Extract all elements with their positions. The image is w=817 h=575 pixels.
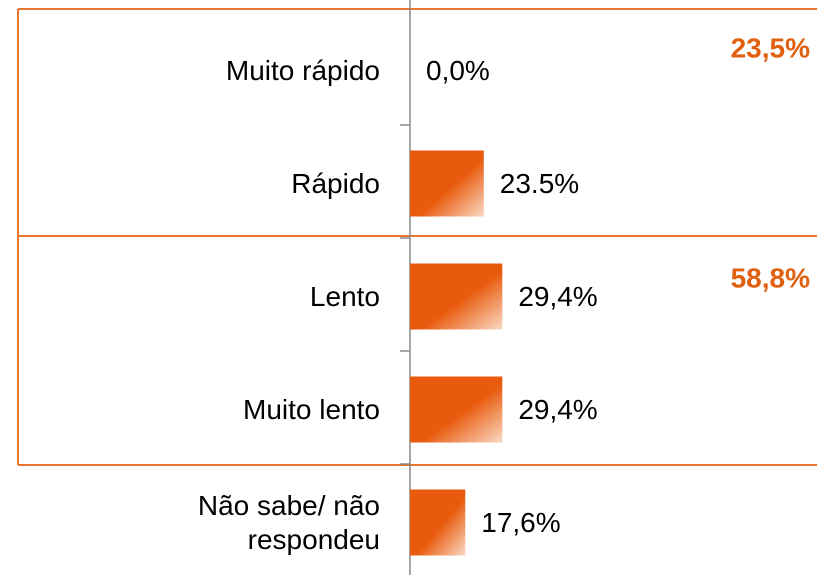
category-label: Muito rápido (225, 54, 380, 86)
group-total: 58,8% (731, 262, 810, 293)
category-label: Não sabe/ não respondeu (197, 489, 380, 555)
value-label: 17,6% (481, 507, 560, 538)
value-label: 29,4% (518, 394, 597, 425)
value-label: 23.5% (500, 168, 579, 199)
bar (410, 263, 503, 330)
category-label: Muito lento (243, 393, 380, 425)
group-total: 23,5% (731, 32, 810, 63)
group-frames (17, 8, 817, 466)
bar (410, 489, 466, 556)
value-label: 0,0% (426, 55, 490, 86)
category-label: Lento (309, 280, 380, 312)
bar (410, 150, 484, 217)
category-label: Rápido (291, 167, 380, 199)
value-label: 29,4% (518, 281, 597, 312)
bar (410, 376, 503, 443)
